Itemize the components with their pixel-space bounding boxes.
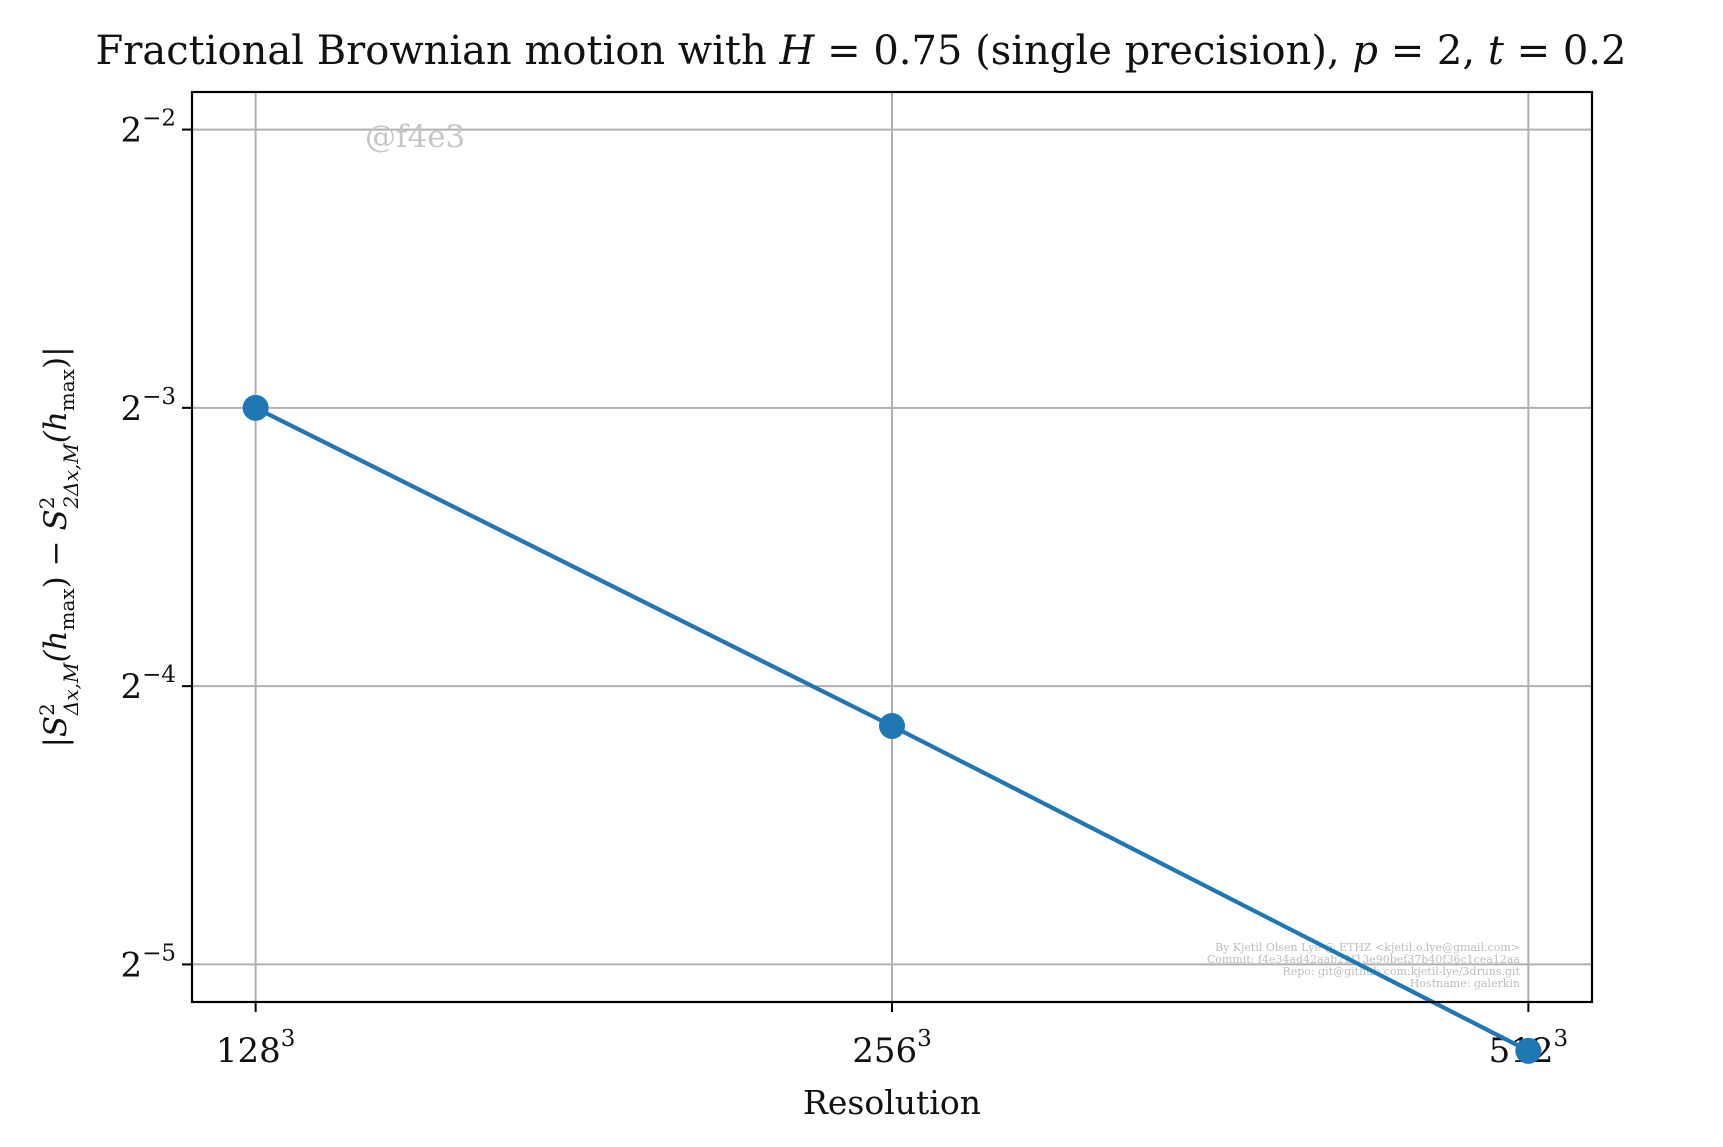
x-tick-label: 1283 xyxy=(216,1026,296,1071)
credit-line-hostname: Hostname: galerkin xyxy=(1410,977,1520,990)
x-tick-label: 2563 xyxy=(852,1026,932,1071)
plot-frame xyxy=(190,90,1594,1004)
credit-line-author: By Kjetil Olsen Lye @ ETHZ <kjetil.o.lye… xyxy=(1215,941,1520,954)
axis-ticks: 1283256351232−22−32−42−5 xyxy=(120,106,1568,1071)
y-tick-label: 2−5 xyxy=(120,940,176,985)
credits-block: By Kjetil Olsen Lye @ ETHZ <kjetil.o.lye… xyxy=(1207,941,1521,990)
y-tick-label: 2−3 xyxy=(120,384,176,429)
data-point xyxy=(242,394,269,421)
y-tick-label: 2−2 xyxy=(120,106,176,151)
chart-title: Fractional Brownian motion with H = 0.75… xyxy=(96,28,1627,74)
credit-line-repo: Repo: git@github.com:kjetil-lye/3druns.g… xyxy=(1282,965,1520,978)
y-axis-label: |S2Δx,M(hmax) − S22Δx,M(hmax)| xyxy=(35,346,83,747)
y-tick-label: 2−4 xyxy=(120,662,176,707)
data-point xyxy=(1515,1037,1542,1064)
watermark-text: @f4e3 xyxy=(365,119,465,155)
credit-line-commit: Commit: f4e34ad42aab22f13e90bef37b40f36c… xyxy=(1207,953,1521,966)
data-point xyxy=(879,712,905,739)
x-axis-label: Resolution xyxy=(803,1083,981,1122)
grid-lines xyxy=(192,92,1592,1002)
data-series xyxy=(242,394,1542,1064)
